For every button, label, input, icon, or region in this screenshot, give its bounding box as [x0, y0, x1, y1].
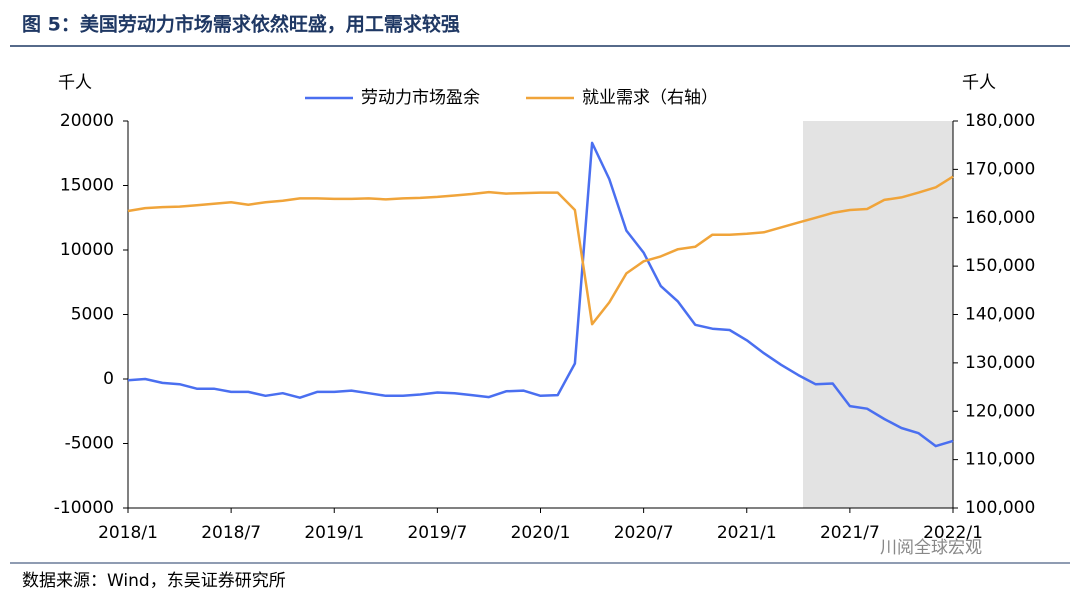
y-tick-label: 10000 [60, 240, 114, 260]
y2-tick-label: 180,000 [965, 111, 1035, 131]
y2-tick-label: 150,000 [965, 256, 1035, 276]
y-tick-label: -5000 [65, 434, 114, 454]
series-line [127, 175, 954, 326]
x-tick-label: 2021/1 [717, 523, 777, 543]
page-title: 图 5：美国劳动力市场需求依然旺盛，用工需求较强 [22, 13, 460, 36]
series-line [127, 141, 954, 448]
y-axis-label: 千人 [58, 73, 92, 93]
y-tick-label: 20000 [60, 111, 114, 131]
y2-tick-label: 130,000 [965, 353, 1035, 373]
y2-tick-label: 160,000 [965, 208, 1035, 228]
x-tick-label: 2018/7 [201, 523, 261, 543]
y2-tick-label: 100,000 [965, 498, 1035, 518]
source-note: 数据来源：Wind，东吴证券研究所 [22, 571, 286, 591]
y2-axis-label: 千人 [962, 73, 996, 93]
legend-label: 劳动力市场盈余 [361, 88, 480, 108]
x-tick-label: 2020/1 [511, 523, 571, 543]
x-tick-label: 2019/7 [407, 523, 467, 543]
y2-tick-label: 170,000 [965, 159, 1035, 179]
shaded-period [803, 121, 953, 508]
y-tick-label: -10000 [54, 498, 114, 518]
x-tick-label: 2020/7 [614, 523, 674, 543]
x-tick-label: 2019/1 [304, 523, 364, 543]
x-tick-label: 2018/1 [98, 523, 158, 543]
y-tick-label: 0 [103, 369, 114, 389]
x-tick-label: 2022/1 [923, 523, 983, 543]
y2-tick-label: 110,000 [965, 450, 1035, 470]
y2-tick-label: 140,000 [965, 305, 1035, 325]
y-tick-label: 15000 [60, 176, 114, 196]
y-tick-label: 5000 [71, 305, 114, 325]
y2-tick-label: 120,000 [965, 401, 1035, 421]
x-tick-label: 2021/7 [820, 523, 880, 543]
legend-label: 就业需求（右轴） [582, 88, 718, 108]
watermark: 川阅全球宏观 [880, 538, 982, 558]
